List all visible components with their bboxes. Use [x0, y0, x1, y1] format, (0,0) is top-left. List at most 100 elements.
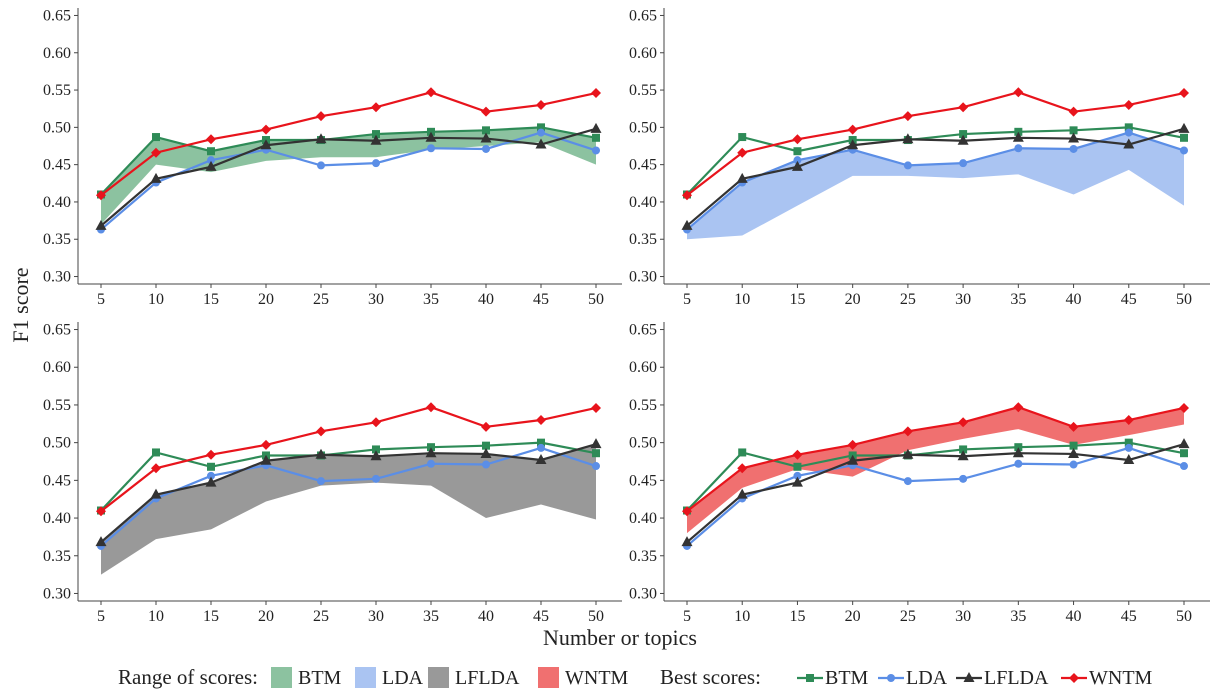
range-band-lda [687, 132, 1184, 240]
series-line-lflda [100, 127, 597, 227]
x-tick-label: 25 [900, 291, 916, 308]
x-tick-label: 25 [313, 291, 329, 308]
data-point-btm [482, 126, 490, 135]
x-tick-label: 50 [588, 608, 604, 625]
data-point-lflda [1012, 447, 1024, 458]
x-tick-label: 35 [423, 291, 439, 308]
data-point-lflda [205, 476, 217, 487]
y-tick-label: 0.55 [43, 397, 71, 414]
series-line-btm [100, 126, 597, 196]
series-wntm [682, 402, 1189, 517]
data-point-wntm [371, 417, 381, 428]
data-point-wntm [536, 99, 546, 110]
data-point-lflda [535, 453, 547, 464]
x-tick-label: 20 [258, 608, 274, 625]
data-point-lflda [736, 488, 748, 499]
legend: Range of scores: Best scores: BTM LDA LFLD… [118, 665, 1153, 689]
data-point-wntm [206, 134, 216, 145]
data-point-lflda [847, 139, 859, 150]
data-point-lda [372, 474, 380, 483]
x-tick-label: 25 [313, 608, 329, 625]
y-tick-label: 0.35 [43, 548, 71, 565]
x-tick-label: 5 [683, 291, 691, 308]
data-point-btm [1180, 133, 1188, 142]
data-point-wntm [591, 88, 601, 99]
data-point-wntm [1013, 87, 1024, 98]
data-point-wntm [682, 190, 692, 201]
data-point-wntm [958, 102, 969, 113]
data-point-lflda [535, 138, 547, 149]
legend-marker-wntm [1069, 673, 1079, 683]
data-point-lda [592, 146, 600, 155]
data-point-lda [207, 471, 215, 480]
x-tick-label: 40 [478, 291, 494, 308]
data-point-btm [1180, 449, 1188, 458]
data-point-btm [207, 462, 215, 471]
series-wntm [96, 402, 601, 517]
series-wntm [682, 87, 1189, 201]
data-point-wntm [426, 402, 436, 413]
x-tick-label: 35 [1010, 608, 1026, 625]
y-tick-label: 0.40 [629, 194, 657, 211]
y-tick-label: 0.55 [43, 82, 71, 99]
data-point-lda [959, 474, 968, 483]
data-point-wntm [261, 439, 271, 450]
data-point-lflda [95, 219, 107, 230]
data-point-lda [592, 462, 600, 471]
data-point-wntm [847, 124, 858, 135]
x-tick-label: 40 [1066, 291, 1082, 308]
legend-marker-lda [887, 674, 895, 682]
data-point-lda [959, 159, 968, 168]
data-point-wntm [1068, 106, 1079, 117]
y-tick-label: 0.50 [43, 435, 71, 452]
data-point-lflda [1068, 447, 1080, 458]
legend-swatch-lflda [428, 667, 449, 688]
data-point-lflda [1123, 453, 1135, 464]
data-point-wntm [902, 426, 913, 437]
data-point-lflda [425, 447, 437, 458]
legend-best-label-btm: BTM [825, 667, 869, 689]
data-point-btm [537, 438, 545, 447]
data-point-lflda [681, 219, 693, 230]
data-point-lflda [1178, 122, 1190, 133]
data-point-lflda [957, 134, 969, 145]
range-band-wntm [687, 407, 1184, 534]
data-point-wntm [847, 439, 858, 450]
x-tick-label: 10 [734, 291, 750, 308]
series-lflda [95, 438, 602, 547]
panels: 0.30 0.35 0.40 0.45 0.50 0.55 0.60 0.65 5 10 15 20 2… [43, 7, 1210, 625]
x-tick-label: 30 [955, 291, 971, 308]
data-point-lda [207, 156, 215, 165]
legend-range-label-lda: LDA [382, 667, 424, 689]
data-point-btm [482, 441, 490, 450]
data-point-lflda [95, 536, 107, 547]
y-tick-label: 0.65 [629, 7, 657, 24]
data-point-btm [152, 448, 160, 457]
series-lflda [681, 438, 1190, 547]
data-point-wntm [1013, 402, 1024, 413]
data-point-lda [1180, 146, 1188, 155]
data-point-btm [959, 130, 968, 139]
y-tick-label: 0.30 [43, 269, 71, 286]
data-point-lflda [847, 454, 859, 465]
series-wntm [96, 87, 601, 201]
data-point-lda [427, 459, 435, 468]
data-point-wntm [1179, 402, 1189, 413]
x-tick-label: 10 [734, 608, 750, 625]
x-tick-label: 15 [789, 608, 805, 625]
data-point-btm [738, 133, 747, 142]
series-line-btm [100, 441, 597, 512]
data-point-wntm [958, 417, 969, 428]
data-point-wntm [316, 111, 326, 122]
data-point-lda [1014, 459, 1023, 468]
legend-best-label-lflda: LFLDA [984, 667, 1049, 689]
data-point-wntm [902, 111, 913, 122]
data-point-btm [372, 445, 380, 454]
data-point-btm [592, 449, 600, 458]
x-tick-label: 45 [1121, 608, 1137, 625]
data-point-wntm [261, 124, 271, 135]
data-point-wntm [96, 506, 106, 517]
y-tick-label: 0.50 [629, 119, 657, 136]
x-tick-label: 15 [203, 291, 219, 308]
y-tick-label: 0.40 [43, 510, 71, 527]
